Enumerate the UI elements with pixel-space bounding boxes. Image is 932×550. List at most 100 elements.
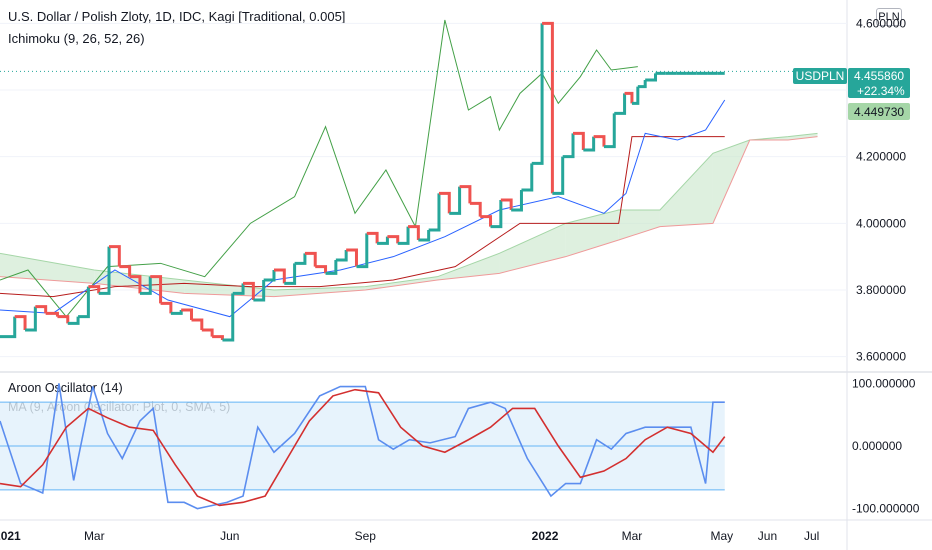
kagi-segment: [397, 226, 410, 245]
x-tick-label: Mar: [84, 529, 105, 543]
currency-badge[interactable]: PLN: [876, 8, 902, 26]
kagi-segment: [78, 286, 90, 319]
cloud-segment: [788, 133, 818, 140]
kagi-segment: [408, 225, 420, 240]
kagi-segment: [181, 308, 193, 320]
kagi-segment: [315, 265, 328, 274]
kagi-segment: [637, 80, 647, 89]
kagi-segment: [562, 133, 575, 159]
kagi-segment: [500, 198, 513, 210]
kagi-segment: [593, 135, 606, 147]
kijun-line: [0, 136, 725, 298]
kagi-segment: [645, 73, 658, 82]
kagi-segment: [614, 93, 627, 115]
change-text: +22.34%: [857, 84, 905, 98]
kagi-segment: [480, 215, 493, 227]
kagi-segment: [25, 306, 37, 332]
kagi-segment: [624, 91, 634, 104]
senkou-b-line: [0, 136, 818, 298]
kagi-segment: [14, 315, 27, 330]
cloud-segment: [618, 210, 660, 240]
kagi-segment: [45, 311, 59, 317]
kagi-segment: [0, 316, 17, 339]
y-tick-label: 4.000000: [856, 216, 906, 230]
kagi-segment: [469, 201, 482, 217]
kagi-segment: [67, 316, 80, 325]
kagi-segment: [583, 136, 596, 152]
kagi-segment: [212, 335, 224, 340]
cloud-segment: [565, 210, 619, 257]
symbol-tag-text: USDPLN: [796, 69, 845, 83]
kagi-segment: [263, 270, 276, 282]
kagi-segment: [88, 285, 101, 294]
kagi-segment: [35, 305, 48, 314]
kagi-segment: [160, 301, 173, 314]
cloud-segment: [499, 223, 566, 274]
x-tick-label: Jun: [758, 529, 777, 543]
y-tick-label: 100.000000: [852, 376, 916, 390]
ichimoku-value-tag: 4.449730: [848, 103, 910, 120]
y-tick-label: 4.600000: [856, 16, 906, 30]
kagi-segment: [98, 246, 111, 295]
y-tick-label: 0.000000: [852, 439, 902, 453]
kagi-segment: [201, 328, 214, 337]
cloud-segment: [437, 253, 500, 280]
kagi-segment: [346, 248, 358, 267]
kagi-segment: [511, 190, 523, 212]
ichimoku-legend[interactable]: Ichimoku (9, 26, 52, 26): [8, 31, 145, 46]
kagi-segment: [273, 268, 286, 284]
kagi-segment: [366, 231, 379, 244]
kagi-segment: [284, 263, 297, 285]
kagi-segment: [222, 293, 235, 342]
kagi-segment: [603, 113, 616, 149]
y-tick-label: 3.800000: [856, 283, 906, 297]
kagi-segment: [57, 315, 70, 324]
kagi-segment: [109, 245, 121, 267]
ichimoku-value-text: 4.449730: [854, 105, 904, 119]
kagi-segment: [490, 200, 503, 229]
cloud-segment: [365, 276, 438, 290]
kagi-segment: [335, 250, 348, 262]
kagi-segment: [119, 265, 132, 277]
kagi-segment: [449, 186, 462, 215]
x-tick-label: Mar: [622, 529, 643, 543]
kagi-segment: [428, 193, 441, 232]
kagi-segment: [325, 260, 338, 275]
cloud-segment: [273, 286, 366, 297]
x-tick-label: 2021: [0, 529, 21, 543]
kagi-segment: [243, 281, 255, 300]
last-price-tag: 4.455860 +22.34%: [848, 68, 910, 98]
y-tick-label: 3.600000: [856, 350, 906, 364]
kagi-segment: [139, 276, 152, 295]
y-tick-label: 4.200000: [856, 150, 906, 164]
kagi-segment: [573, 131, 585, 150]
kagi-segment: [191, 318, 204, 330]
x-tick-label: 2022: [532, 529, 559, 543]
aroon-line: [0, 383, 725, 510]
x-tick-label: Jul: [804, 529, 819, 543]
kagi-segment: [129, 275, 142, 294]
cloud-segment: [659, 153, 713, 227]
x-tick-label: Jun: [220, 529, 239, 543]
chart-title: U.S. Dollar / Polish Zloty, 1D, IDC, Kag…: [8, 9, 346, 24]
y-tick-label: -100.000000: [852, 502, 920, 516]
kagi-segment: [304, 251, 317, 267]
cloud-segment: [0, 253, 95, 284]
kagi-segment: [552, 156, 565, 195]
kagi-segment: [232, 283, 245, 295]
kagi-segment: [253, 280, 266, 302]
kagi-segment: [150, 275, 163, 304]
last-price-text: 4.455860: [854, 69, 904, 83]
kagi-segment: [418, 230, 431, 242]
kagi-segment: [170, 310, 183, 315]
kagi-segment: [294, 253, 307, 265]
kagi-segment: [377, 236, 389, 245]
kagi-segment: [631, 86, 640, 105]
senkou-a-line: [0, 132, 818, 291]
symbol-tag: USDPLN: [793, 68, 847, 84]
kagi-segment: [531, 23, 544, 165]
kagi-segment: [459, 185, 472, 204]
aroon-ma-line: [0, 388, 726, 507]
x-tick-label: Sep: [355, 529, 377, 543]
